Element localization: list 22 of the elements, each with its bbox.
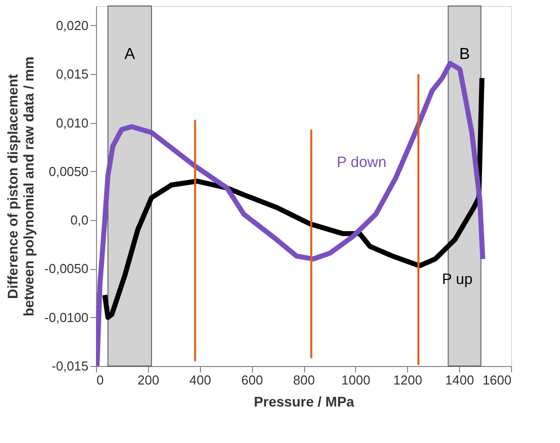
x-tick-label: 1200 — [393, 372, 422, 388]
band-label: A — [124, 46, 136, 63]
y-tick-label: 0,0050 — [48, 164, 88, 179]
x-tick-label: 1400 — [445, 372, 474, 388]
y-tick-label: -0,0050 — [44, 261, 88, 276]
y-tick-label: 0,015 — [56, 66, 88, 82]
x-tick-label: 400 — [189, 372, 212, 388]
y-tick-label: 0,020 — [56, 18, 88, 33]
y-tick-label: 0,010 — [56, 115, 88, 130]
x-axis-title: Pressure / MPa — [254, 394, 354, 410]
series-label: P down — [336, 154, 386, 172]
y-axis-title: Difference of piston displacement between polynomial and raw data / mm — [4, 56, 36, 316]
x-tick-label: 800 — [293, 372, 315, 388]
x-tick-label: 0 — [96, 372, 104, 388]
y-tick-label: -0,0100 — [44, 310, 88, 325]
band-label: B — [459, 46, 470, 63]
x-tick-label: 1600 — [482, 372, 512, 388]
x-tick-label: 200 — [138, 372, 160, 388]
x-tick-label: 1000 — [341, 372, 370, 388]
y-tick-label: -0,015 — [52, 358, 88, 374]
x-tick-label: 600 — [241, 372, 263, 388]
y-tick-label: 0,0 — [70, 212, 88, 228]
